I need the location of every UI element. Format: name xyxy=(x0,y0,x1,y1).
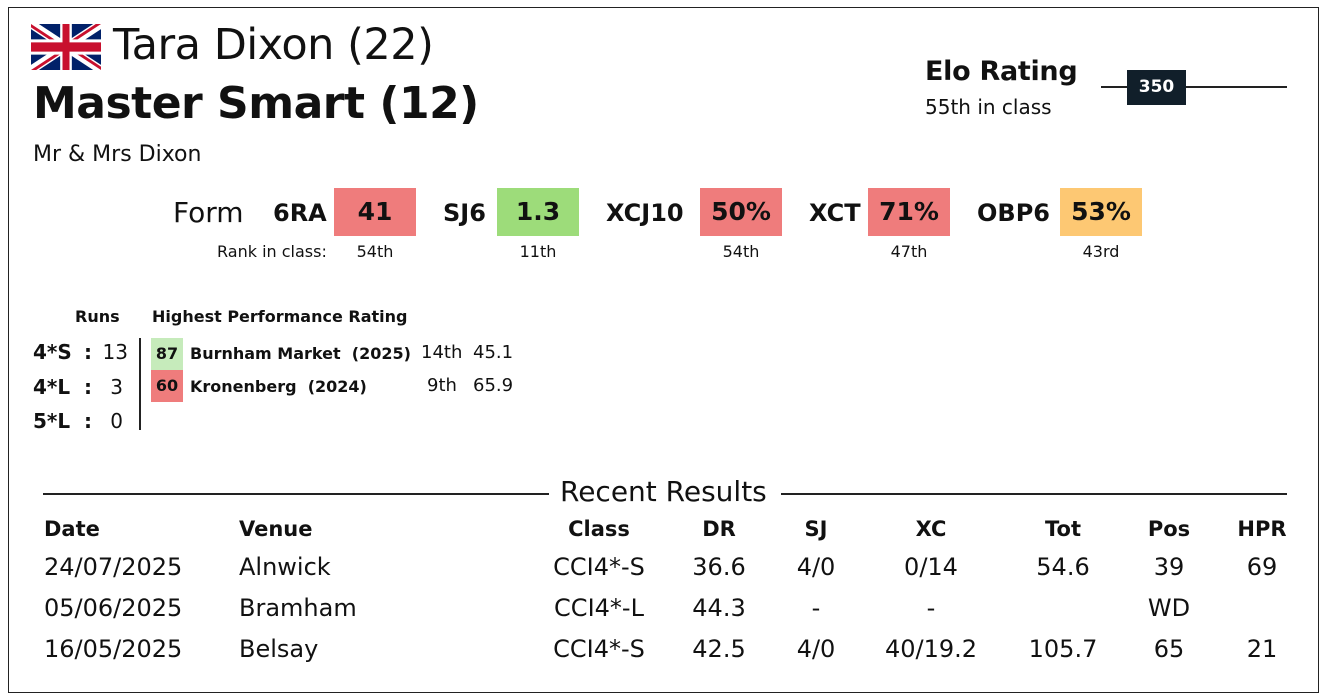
col-sj: SJ xyxy=(804,517,828,541)
runs-divider xyxy=(139,338,141,430)
metric-name-obp6: OBP6 xyxy=(977,199,1050,227)
col-date: Date xyxy=(44,517,100,541)
cell-date: 05/06/2025 xyxy=(44,594,183,622)
hpr-rating-badge: 87 xyxy=(151,338,183,370)
col-xc: XC xyxy=(915,517,947,541)
cell-sj: 4/0 xyxy=(796,635,836,663)
hpr-position: 9th xyxy=(427,375,457,396)
elo-title: Elo Rating xyxy=(925,56,1078,87)
hpr-score: 65.9 xyxy=(473,375,514,396)
cell-tot: 105.7 xyxy=(1028,635,1098,663)
metric-name-xcj10: XCJ10 xyxy=(606,199,684,227)
cell-xc: 40/19.2 xyxy=(884,635,978,663)
results-rule-left xyxy=(43,493,549,495)
metric-rank-xcj10: 54th xyxy=(722,242,760,261)
run-level-4l: 4*L xyxy=(33,375,71,399)
cell-dr: 36.6 xyxy=(692,553,746,581)
run-sep: : xyxy=(84,340,92,364)
hpr-venue: Burnham Market (2025) xyxy=(190,344,411,363)
metric-value-6ra: 41 xyxy=(334,188,416,236)
hpr-header: Highest Performance Rating xyxy=(152,307,408,326)
results-rule-right xyxy=(781,493,1287,495)
hpr-position: 14th xyxy=(421,342,463,363)
metric-name-6ra: 6RA xyxy=(273,199,327,227)
col-pos: Pos xyxy=(1147,517,1191,541)
run-sep: : xyxy=(84,375,92,399)
cell-hpr: 21 xyxy=(1246,635,1278,663)
form-label: Form xyxy=(173,196,244,229)
run-level-5l: 5*L xyxy=(33,409,71,433)
cell-venue: Bramham xyxy=(239,594,357,622)
recent-results-title: Recent Results xyxy=(560,475,767,508)
metric-rank-sj6: 11th xyxy=(519,242,557,261)
elo-scale-line xyxy=(1101,86,1287,88)
rank-in-class-label: Rank in class: xyxy=(217,242,327,261)
runs-header: Runs xyxy=(75,307,120,326)
cell-class: CCI4*-L xyxy=(554,594,644,622)
cell-venue: Belsay xyxy=(239,635,319,663)
col-hpr: HPR xyxy=(1237,517,1287,541)
col-venue: Venue xyxy=(239,517,313,541)
cell-pos: 39 xyxy=(1153,553,1185,581)
hpr-rating-badge: 60 xyxy=(151,370,183,402)
run-sep: : xyxy=(84,409,92,433)
cell-sj: 4/0 xyxy=(796,553,836,581)
cell-date: 24/07/2025 xyxy=(44,553,183,581)
cell-hpr: 69 xyxy=(1246,553,1278,581)
cell-class: CCI4*-S xyxy=(553,553,645,581)
owner-name: Mr & Mrs Dixon xyxy=(33,142,202,167)
metric-rank-6ra: 54th xyxy=(356,242,394,261)
col-tot: Tot xyxy=(1044,517,1081,541)
cell-xc: - xyxy=(926,594,936,622)
cell-class: CCI4*-S xyxy=(553,635,645,663)
cell-date: 16/05/2025 xyxy=(44,635,183,663)
metric-value-obp6: 53% xyxy=(1060,188,1142,236)
cell-sj: - xyxy=(811,594,821,622)
hpr-score: 45.1 xyxy=(473,342,514,363)
run-count-4l: 3 xyxy=(110,375,123,399)
metric-rank-xct: 47th xyxy=(890,242,928,261)
metric-rank-obp6: 43rd xyxy=(1082,242,1120,261)
elo-value-badge: 350 xyxy=(1127,70,1186,105)
cell-dr: 44.3 xyxy=(692,594,746,622)
horse-name: Master Smart (12) xyxy=(33,78,479,129)
metric-value-sj6: 1.3 xyxy=(497,188,579,236)
metric-name-sj6: SJ6 xyxy=(443,199,486,227)
cell-tot: 54.6 xyxy=(1036,553,1090,581)
cell-venue: Alnwick xyxy=(239,553,331,581)
hpr-venue: Kronenberg (2024) xyxy=(190,377,367,396)
cell-dr: 42.5 xyxy=(692,635,746,663)
metric-value-xct: 71% xyxy=(868,188,950,236)
elo-class-rank: 55th in class xyxy=(925,95,1052,119)
run-count-5l: 0 xyxy=(110,409,123,433)
cell-xc: 0/14 xyxy=(904,553,958,581)
horse-profile-card: Tara Dixon (22) Master Smart (12) Mr & M… xyxy=(8,7,1319,693)
union-jack-flag-icon xyxy=(31,24,101,70)
run-count-4s: 13 xyxy=(102,340,128,364)
metric-value-xcj10: 50% xyxy=(700,188,782,236)
metric-name-xct: XCT xyxy=(809,199,861,227)
run-level-4s: 4*S xyxy=(33,340,72,364)
cell-pos: 65 xyxy=(1153,635,1185,663)
cell-pos: WD xyxy=(1147,594,1191,622)
col-dr: DR xyxy=(702,517,736,541)
rider-name: Tara Dixon (22) xyxy=(113,20,434,70)
col-class: Class xyxy=(568,517,630,541)
